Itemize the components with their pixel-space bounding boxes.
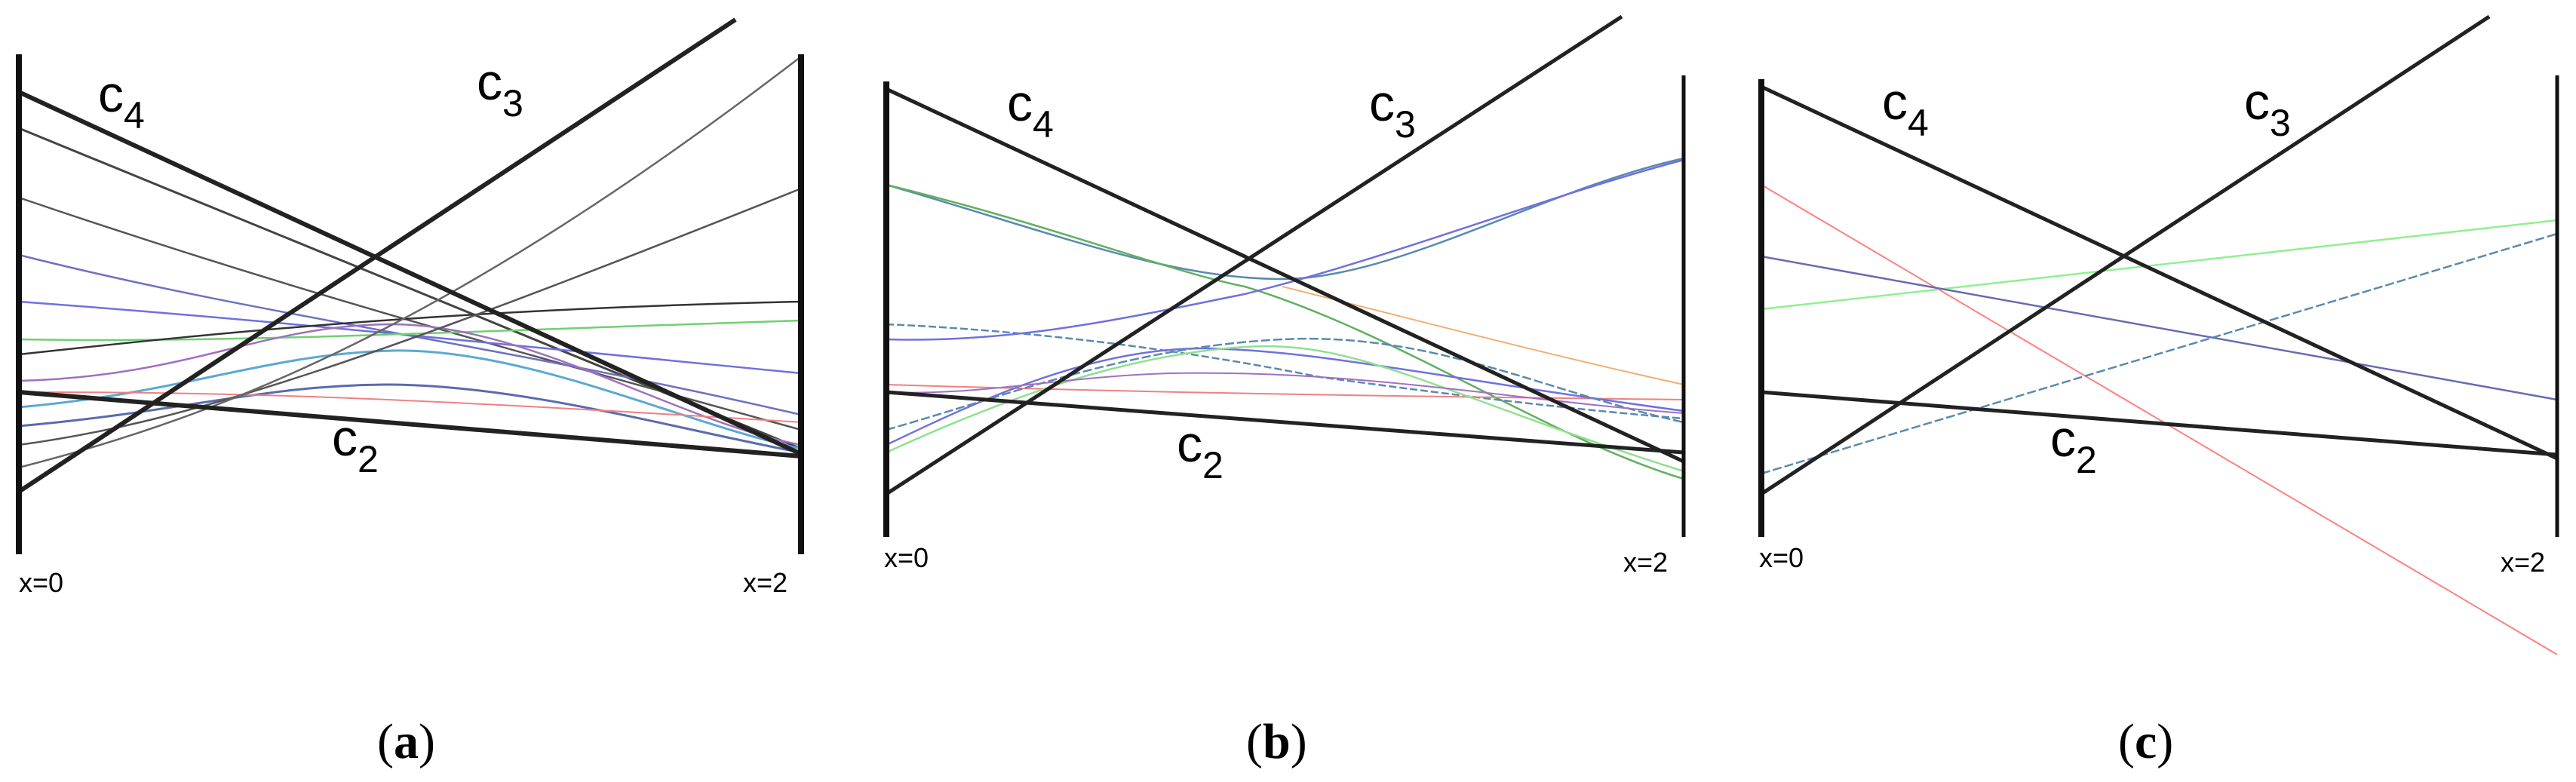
curve-a-8 [18, 349, 802, 450]
curve-a-4 [18, 300, 802, 375]
curve-a-10 [18, 391, 802, 423]
caption-c: (c) [2118, 714, 2173, 769]
curve-b-8 [886, 337, 1684, 431]
label-c-c3: c3 [2244, 73, 2291, 144]
curve-b-2 [886, 183, 1684, 480]
line-b-c2 [886, 390, 1684, 455]
label-a-c4: c4 [98, 66, 145, 136]
label-a-x0: x=0 [19, 567, 63, 598]
label-c-x0: x=0 [1759, 542, 1804, 573]
curve-b-3 [886, 158, 1684, 341]
line-b-c3 [885, 14, 1623, 496]
label-b-c3: c3 [1369, 75, 1416, 146]
curve-c-blue [1761, 232, 2558, 475]
label-c-x2: x=2 [2501, 547, 2545, 578]
caption-a: (a) [377, 714, 435, 769]
curve-c-green [1761, 219, 2558, 311]
label-a-c3: c3 [477, 54, 523, 124]
panel-b: c4 c3 c2 x=0 x=2 (b) [883, 14, 1686, 769]
panel-c: c4 c3 c2 x=0 x=2 (c) [1758, 14, 2559, 769]
curve-b-7 [886, 345, 1684, 473]
panel-a: c4 c3 c2 x=0 x=2 (a) [16, 17, 804, 769]
line-a-c3 [17, 17, 737, 494]
curve-a-11 [18, 187, 802, 446]
line-a-c2 [18, 390, 802, 458]
label-c-c4: c4 [1882, 73, 1929, 144]
curve-a-6 [18, 300, 802, 356]
label-a-c2: c2 [332, 409, 379, 480]
line-c-c3 [1760, 14, 2491, 496]
curve-a-9 [18, 383, 802, 454]
curve-a-5 [18, 319, 802, 342]
curve-a-3 [18, 253, 802, 416]
curve-c-red [1761, 184, 2558, 655]
curve-a-12 [18, 56, 802, 469]
label-c-c2: c2 [2050, 410, 2097, 481]
caption-b: (b) [1246, 714, 1307, 769]
line-b-c4 [885, 87, 1685, 464]
curve-b-1 [886, 157, 1684, 281]
curve-c-purple [1761, 255, 2558, 401]
curve-b-9 [886, 372, 1684, 414]
label-b-x2: x=2 [1623, 547, 1668, 578]
line-c-c4 [1760, 84, 2559, 461]
label-b-x0: x=0 [884, 542, 929, 573]
label-b-c2: c2 [1177, 416, 1224, 486]
line-c-c2 [1761, 390, 2558, 457]
label-a-x2: x=2 [743, 567, 788, 598]
label-b-c4: c4 [1007, 75, 1054, 146]
line-a-c4 [17, 90, 803, 456]
